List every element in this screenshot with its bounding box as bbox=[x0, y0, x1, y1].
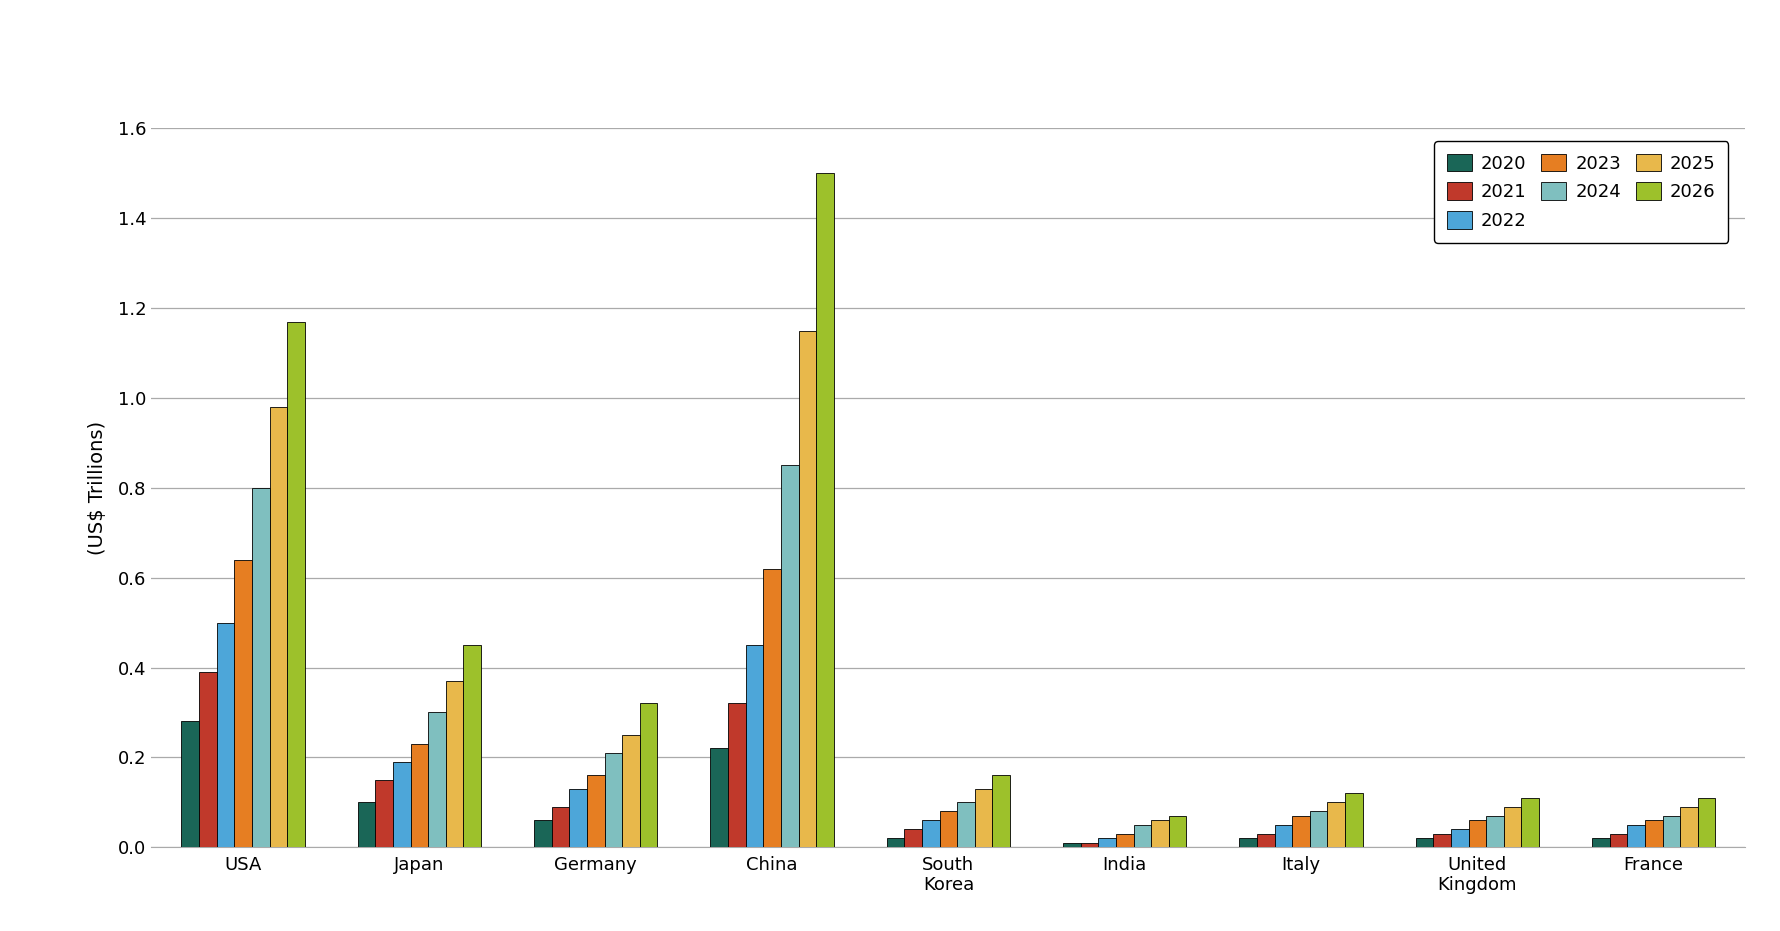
Bar bbox=[1485, 816, 1502, 847]
Text: (Source: ABI Research): (Source: ABI Research) bbox=[1566, 62, 1759, 80]
Bar bbox=[1098, 838, 1116, 847]
Bar bbox=[922, 820, 940, 847]
Bar bbox=[1502, 807, 1520, 847]
Bar bbox=[570, 789, 587, 847]
Bar bbox=[728, 704, 746, 847]
Bar bbox=[376, 780, 393, 847]
Bar bbox=[235, 560, 251, 847]
Bar bbox=[1326, 803, 1344, 847]
Bar bbox=[904, 830, 922, 847]
Y-axis label: (US$ Trillions): (US$ Trillions) bbox=[87, 421, 107, 555]
Bar bbox=[780, 466, 797, 847]
Bar bbox=[587, 776, 603, 847]
Bar bbox=[1696, 798, 1714, 847]
Bar bbox=[1292, 816, 1308, 847]
Bar bbox=[393, 762, 411, 847]
Bar bbox=[1116, 834, 1132, 847]
Bar bbox=[1080, 843, 1098, 847]
Bar bbox=[603, 753, 621, 847]
Bar bbox=[746, 645, 764, 847]
Bar bbox=[1679, 807, 1696, 847]
Bar bbox=[463, 645, 481, 847]
Bar bbox=[1308, 811, 1326, 847]
Bar bbox=[182, 722, 199, 847]
Bar bbox=[974, 789, 991, 847]
Bar bbox=[358, 803, 376, 847]
Bar bbox=[621, 735, 639, 847]
Bar bbox=[797, 331, 815, 847]
Bar bbox=[1661, 816, 1679, 847]
Bar bbox=[639, 704, 657, 847]
Bar bbox=[1415, 838, 1433, 847]
Bar bbox=[886, 838, 904, 847]
Bar bbox=[199, 672, 217, 847]
Bar bbox=[534, 820, 552, 847]
Text: Manufacturing Output Produced Using Digital Twins: Manufacturing Output Produced Using Digi… bbox=[21, 20, 794, 47]
Bar bbox=[764, 569, 780, 847]
Text: Select Countries: 2020 to 2026: Select Countries: 2020 to 2026 bbox=[21, 68, 481, 94]
Bar bbox=[956, 803, 974, 847]
Bar bbox=[1063, 843, 1080, 847]
Bar bbox=[1132, 825, 1150, 847]
Bar bbox=[1274, 825, 1292, 847]
Bar bbox=[427, 712, 445, 847]
Bar bbox=[552, 807, 570, 847]
Bar bbox=[445, 681, 463, 847]
Bar bbox=[710, 749, 728, 847]
Bar bbox=[1451, 830, 1468, 847]
Bar bbox=[1257, 834, 1274, 847]
Bar bbox=[1239, 838, 1257, 847]
Bar bbox=[940, 811, 956, 847]
Bar bbox=[991, 776, 1009, 847]
Bar bbox=[251, 488, 269, 847]
Bar bbox=[1520, 798, 1538, 847]
Bar bbox=[1645, 820, 1661, 847]
Bar bbox=[1168, 816, 1185, 847]
Bar bbox=[287, 321, 304, 847]
Legend: 2020, 2021, 2022, 2023, 2024, 2025, 2026: 2020, 2021, 2022, 2023, 2024, 2025, 2026 bbox=[1433, 142, 1727, 243]
Bar bbox=[269, 407, 287, 847]
Bar bbox=[1150, 820, 1168, 847]
Bar bbox=[815, 173, 833, 847]
Bar bbox=[1591, 838, 1609, 847]
Bar bbox=[217, 623, 235, 847]
Bar bbox=[1344, 793, 1362, 847]
Bar bbox=[1609, 834, 1627, 847]
Bar bbox=[411, 744, 427, 847]
Bar bbox=[1433, 834, 1451, 847]
Bar bbox=[1627, 825, 1645, 847]
Bar bbox=[1468, 820, 1485, 847]
